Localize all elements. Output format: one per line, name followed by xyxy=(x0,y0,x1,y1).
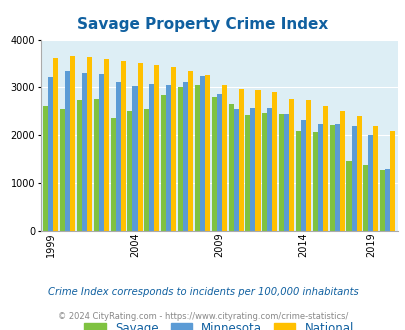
Bar xyxy=(70,56,75,231)
Bar xyxy=(384,169,389,231)
Bar xyxy=(367,135,373,231)
Bar xyxy=(183,82,188,231)
Bar xyxy=(144,109,149,231)
Bar xyxy=(312,132,317,231)
Bar xyxy=(356,116,361,231)
Bar xyxy=(77,100,82,231)
Bar xyxy=(104,59,109,231)
Bar xyxy=(255,90,260,231)
Bar xyxy=(373,126,377,231)
Bar xyxy=(362,165,367,231)
Bar xyxy=(334,124,339,231)
Bar xyxy=(295,131,300,231)
Bar xyxy=(317,124,322,231)
Bar xyxy=(199,77,205,231)
Bar xyxy=(194,84,199,231)
Bar xyxy=(272,92,277,231)
Bar xyxy=(339,111,344,231)
Bar xyxy=(166,84,171,231)
Bar xyxy=(262,113,266,231)
Bar xyxy=(288,99,294,231)
Bar xyxy=(188,71,193,231)
Bar xyxy=(53,58,58,231)
Bar xyxy=(278,114,284,231)
Bar xyxy=(351,126,356,231)
Bar xyxy=(216,94,221,231)
Bar xyxy=(211,97,216,231)
Bar xyxy=(48,77,53,231)
Bar xyxy=(389,130,394,231)
Bar xyxy=(345,161,351,231)
Bar xyxy=(245,115,250,231)
Bar xyxy=(177,87,183,231)
Bar xyxy=(322,106,327,231)
Bar xyxy=(87,57,92,231)
Bar xyxy=(379,170,384,231)
Bar xyxy=(137,63,142,231)
Bar xyxy=(98,74,104,231)
Text: Savage Property Crime Index: Savage Property Crime Index xyxy=(77,17,328,32)
Bar xyxy=(154,65,159,231)
Bar xyxy=(205,76,209,231)
Bar xyxy=(305,100,310,231)
Bar xyxy=(110,118,115,231)
Bar xyxy=(60,110,65,231)
Text: © 2024 CityRating.com - https://www.cityrating.com/crime-statistics/: © 2024 CityRating.com - https://www.city… xyxy=(58,312,347,321)
Bar xyxy=(284,114,288,231)
Bar xyxy=(329,125,334,231)
Bar xyxy=(266,108,272,231)
Bar xyxy=(120,61,126,231)
Bar xyxy=(43,106,48,231)
Bar xyxy=(171,67,176,231)
Bar xyxy=(250,108,255,231)
Bar xyxy=(65,71,70,231)
Bar xyxy=(161,95,166,231)
Bar xyxy=(127,112,132,231)
Bar xyxy=(115,82,120,231)
Bar xyxy=(300,120,305,231)
Bar xyxy=(82,73,87,231)
Legend: Savage, Minnesota, National: Savage, Minnesota, National xyxy=(79,317,358,330)
Bar xyxy=(238,89,243,231)
Bar xyxy=(233,109,238,231)
Bar xyxy=(228,104,233,231)
Text: Crime Index corresponds to incidents per 100,000 inhabitants: Crime Index corresponds to incidents per… xyxy=(47,287,358,297)
Bar xyxy=(132,85,137,231)
Bar xyxy=(221,85,226,231)
Bar xyxy=(94,99,98,231)
Bar xyxy=(149,83,154,231)
